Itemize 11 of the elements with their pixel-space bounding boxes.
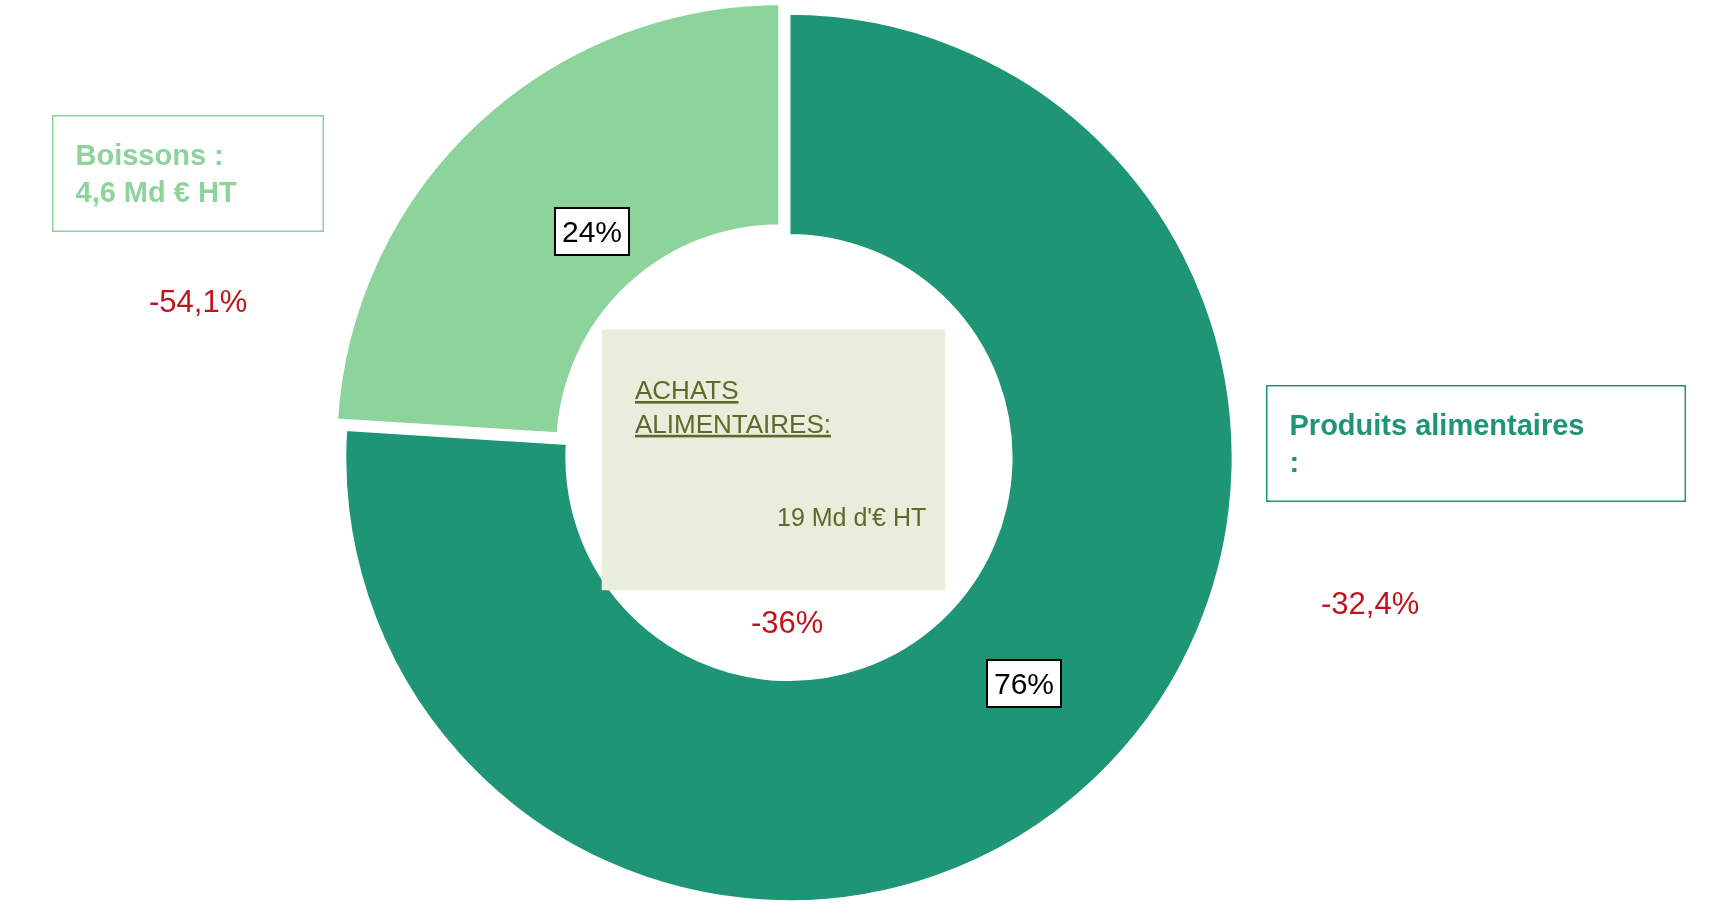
- text: -36%: [751, 605, 824, 640]
- text: -32,4%: [1321, 586, 1420, 621]
- category-label: Boissons :: [75, 138, 224, 171]
- data-label: 24%: [562, 215, 623, 248]
- text: 4,6 Md € HT: [75, 176, 237, 209]
- data-label: 76%: [994, 667, 1055, 700]
- text: ACHATS ALIMENTAIRES:: [635, 375, 832, 439]
- text: :: [1289, 446, 1300, 479]
- text: 19 Md d'€ HT: [777, 503, 927, 531]
- slice-label: Produits alimentaires: [1289, 408, 1585, 441]
- text: -54,1%: [149, 284, 248, 319]
